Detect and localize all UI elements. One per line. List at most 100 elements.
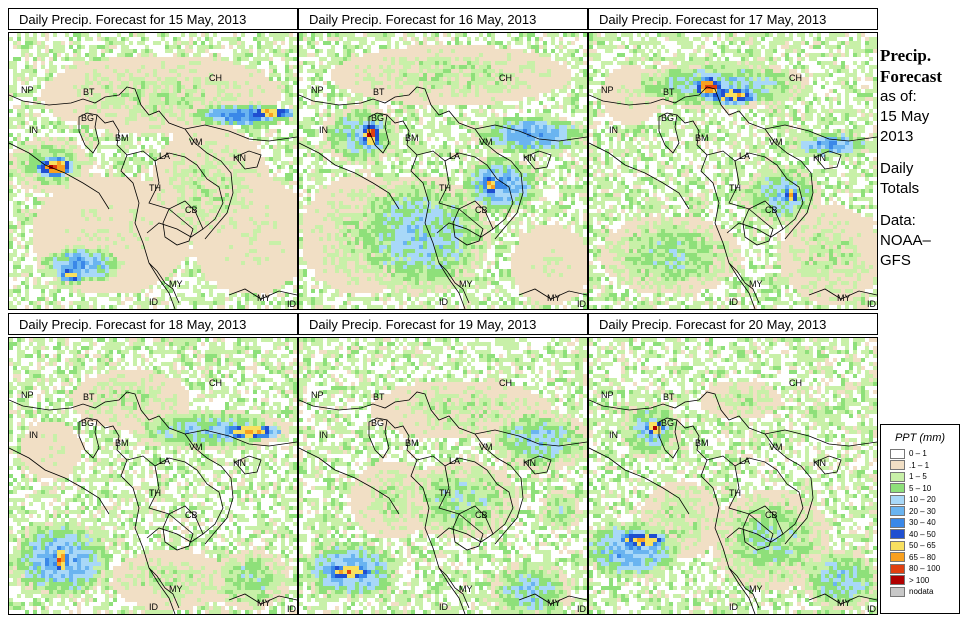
- country-border: [184, 128, 234, 240]
- country-border: [589, 447, 690, 515]
- country-label-th: TH: [149, 488, 161, 498]
- data-source-1: NOAA–: [880, 231, 962, 251]
- country-border: [299, 447, 400, 515]
- country-label-bt: BT: [663, 87, 675, 97]
- country-border: [78, 112, 100, 154]
- country-label-my1: MY: [459, 279, 473, 289]
- country-border: [524, 150, 552, 170]
- country-border: [438, 262, 470, 304]
- legend-swatch: [890, 586, 905, 597]
- country-border: [814, 455, 842, 475]
- country-label-ch: CH: [209, 378, 222, 388]
- country-label-cb: CB: [185, 205, 198, 215]
- country-label-bt: BT: [373, 87, 385, 97]
- country-label-bm: BM: [115, 133, 129, 143]
- country-border: [416, 455, 494, 543]
- country-border: [706, 455, 784, 543]
- legend-swatch: [890, 552, 905, 563]
- panel-title: Daily Precip. Forecast for 16 May, 2013: [298, 8, 588, 30]
- country-border: [734, 152, 804, 230]
- country-label-in: IN: [609, 430, 618, 440]
- country-border: [742, 513, 774, 551]
- country-label-my2: MY: [547, 293, 561, 303]
- legend-swatch: [890, 529, 905, 540]
- legend-title: PPT (mm): [881, 432, 959, 444]
- map-canvas: NP BT BG IN BM CH VM LA HN TH CB MY MY ID ID: [9, 33, 297, 309]
- legend-label: 10 – 20: [909, 495, 936, 504]
- country-label-vm: VM: [189, 442, 203, 452]
- country-label-th: TH: [149, 183, 161, 193]
- country-border: [808, 288, 877, 300]
- country-border: [416, 150, 494, 238]
- data-source-2: GFS: [880, 251, 962, 271]
- country-border: [299, 142, 400, 210]
- country-border: [9, 391, 297, 447]
- country-border: [9, 86, 297, 142]
- country-border: [742, 208, 774, 246]
- country-label-vm: VM: [769, 137, 783, 147]
- country-label-vm: VM: [479, 137, 493, 147]
- precip-map: NP BT BG IN BM CH VM LA HN TH CB MY MY ID ID: [298, 337, 588, 615]
- legend-swatch: [890, 540, 905, 551]
- country-label-np: NP: [601, 390, 614, 400]
- country-label-vm: VM: [479, 442, 493, 452]
- country-border: [589, 391, 877, 447]
- country-border: [452, 208, 484, 246]
- legend-item: 0 – 1: [890, 448, 959, 460]
- country-label-th: TH: [729, 488, 741, 498]
- country-label-hn: HN: [523, 153, 536, 163]
- country-border: [386, 114, 466, 309]
- country-label-ch: CH: [499, 378, 512, 388]
- country-border: [764, 433, 814, 545]
- precip-map: NP BT BG IN BM CH VM LA HN TH CB MY MY ID ID: [8, 32, 298, 310]
- country-label-in: IN: [319, 125, 328, 135]
- legend-swatch: [890, 563, 905, 574]
- country-label-np: NP: [21, 85, 34, 95]
- country-label-my2: MY: [257, 598, 271, 608]
- country-border: [96, 114, 176, 309]
- country-label-id2: ID: [867, 604, 877, 614]
- country-label-bt: BT: [663, 392, 675, 402]
- panel-title: Daily Precip. Forecast for 18 May, 2013: [8, 313, 298, 335]
- country-label-in: IN: [319, 430, 328, 440]
- country-border: [299, 86, 587, 142]
- country-label-id2: ID: [287, 604, 297, 614]
- country-label-vm: VM: [189, 137, 203, 147]
- country-border: [438, 567, 470, 609]
- country-label-th: TH: [729, 183, 741, 193]
- country-border: [452, 513, 484, 551]
- country-border: [444, 457, 514, 535]
- country-border: [126, 150, 204, 238]
- country-border: [676, 114, 756, 309]
- legend-item: 40 – 50: [890, 529, 959, 541]
- country-label-my1: MY: [459, 584, 473, 594]
- legend-swatch: [890, 483, 905, 494]
- country-border: [78, 417, 100, 459]
- panel-title: Daily Precip. Forecast for 20 May, 2013: [588, 313, 878, 335]
- country-label-bg: BG: [81, 418, 94, 428]
- legend-label: > 100: [909, 576, 929, 585]
- legend-item: nodata: [890, 586, 959, 598]
- country-label-la: LA: [449, 151, 460, 161]
- country-label-la: LA: [739, 456, 750, 466]
- country-label-th: TH: [439, 488, 451, 498]
- period-label-1: Daily: [880, 159, 962, 179]
- as-of-year: 2013: [880, 127, 962, 147]
- country-border: [518, 593, 587, 605]
- forecast-panel-may-19: Daily Precip. Forecast for 19 May, 2013 …: [298, 313, 588, 615]
- data-source-label: Data:: [880, 211, 962, 231]
- legend-label: 65 – 80: [909, 553, 936, 562]
- country-label-cb: CB: [185, 510, 198, 520]
- legend-swatch: [890, 460, 905, 471]
- country-border: [234, 455, 262, 475]
- country-label-bg: BG: [371, 418, 384, 428]
- legend-swatch: [890, 506, 905, 517]
- country-label-id1: ID: [729, 297, 739, 307]
- panel-title: Daily Precip. Forecast for 19 May, 2013: [298, 313, 588, 335]
- country-label-bm: BM: [695, 438, 709, 448]
- country-label-hn: HN: [813, 458, 826, 468]
- country-label-my1: MY: [169, 584, 183, 594]
- legend-item: 30 – 40: [890, 517, 959, 529]
- legend-item: .1 – 1: [890, 460, 959, 472]
- country-label-np: NP: [21, 390, 34, 400]
